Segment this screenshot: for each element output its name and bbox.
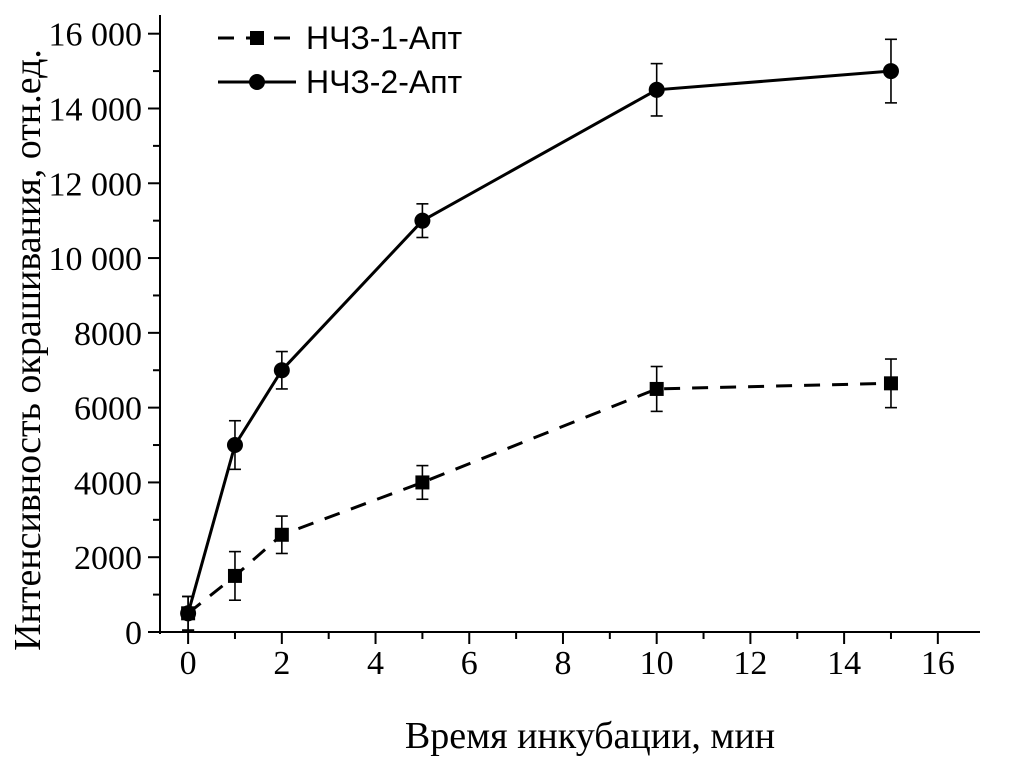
x-tick-label-14: 14: [827, 645, 861, 682]
legend-item-2: НЧЗ-2-Апт: [218, 64, 463, 100]
legend: НЧЗ-1-Апт НЧЗ-2-Апт: [218, 20, 463, 100]
data-point-circle: [273, 362, 290, 379]
x-axis-title: Время инкубации, мин: [405, 715, 775, 757]
data-point-square: [274, 527, 289, 542]
y-ticks: 0 2000 4000 6000 8000 10 000 12 000 14 000 16 00…: [49, 17, 160, 652]
legend-item-1: НЧЗ-1-Апт: [218, 20, 463, 56]
y-tick-label-14000: 14 000: [49, 91, 143, 128]
series-1-line: [187, 381, 892, 615]
series-layer: [180, 38, 899, 631]
x-tick-label-2: 2: [273, 645, 290, 682]
x-tick-label-16: 16: [921, 645, 955, 682]
axes: [155, 15, 980, 634]
y-tick-label-8000: 8000: [74, 316, 142, 353]
y-tick-label-12000: 12 000: [49, 166, 143, 203]
y-tick-label-16000: 16 000: [49, 17, 143, 54]
y-tick-label-0: 0: [125, 615, 142, 652]
x-tick-label-0: 0: [180, 645, 197, 682]
x-tick-label-4: 4: [367, 645, 384, 682]
x-tick-label-10: 10: [640, 645, 674, 682]
y-tick-label-10000: 10 000: [49, 241, 143, 278]
y-tick-label-6000: 6000: [74, 391, 142, 428]
legend-label: НЧЗ-1-Апт: [306, 20, 463, 56]
x-tick-label-12: 12: [733, 645, 767, 682]
data-point-circle: [226, 437, 243, 454]
x-tick-label-6: 6: [461, 645, 478, 682]
legend-marker-square: [250, 31, 264, 45]
series-2: [180, 38, 899, 631]
data-point-circle: [882, 63, 899, 80]
data-point-square: [227, 568, 242, 583]
data-point-square: [883, 376, 898, 391]
data-point-circle: [180, 605, 197, 622]
y-tick-label-4000: 4000: [74, 465, 142, 502]
data-point-square: [649, 381, 664, 396]
data-point-square: [415, 475, 430, 490]
y-axis-title: Интенсивность окрашивания, отн.ед.: [7, 49, 49, 651]
series-2-line: [186, 69, 892, 614]
data-point-circle: [414, 212, 431, 229]
y-tick-label-2000: 2000: [74, 540, 142, 577]
x-ticks: 0 2 4 6 8 10 12 14 16: [180, 632, 955, 682]
series-1: [181, 358, 898, 631]
x-tick-label-8: 8: [554, 645, 571, 682]
legend-marker-circle: [249, 74, 265, 90]
legend-label: НЧЗ-2-Апт: [306, 64, 463, 100]
data-point-circle: [648, 81, 665, 98]
